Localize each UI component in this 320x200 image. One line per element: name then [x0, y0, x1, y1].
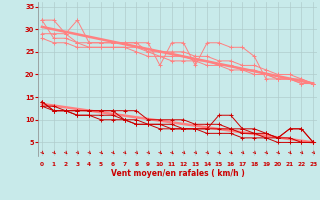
X-axis label: Vent moyen/en rafales ( km/h ): Vent moyen/en rafales ( km/h ) [111, 169, 244, 178]
